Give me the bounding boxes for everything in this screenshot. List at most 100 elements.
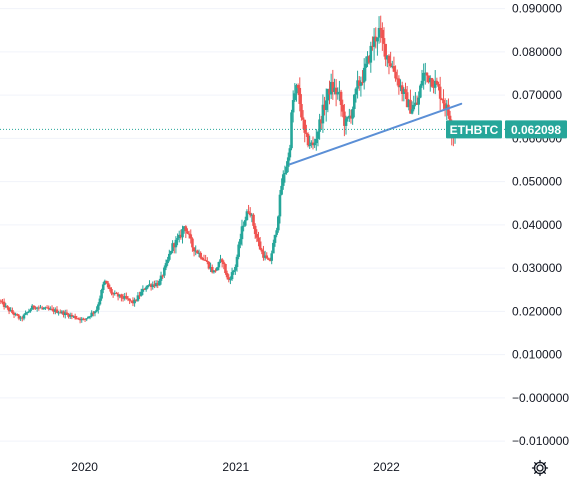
- candle-body: [267, 258, 270, 260]
- candle-body: [300, 104, 303, 118]
- symbol-label-bg: [446, 120, 502, 139]
- candle-body: [161, 275, 164, 277]
- candle-body: [163, 267, 166, 276]
- candle-body: [123, 296, 127, 299]
- candle-body: [111, 293, 115, 295]
- candle-body: [181, 229, 184, 238]
- candle-body: [306, 133, 310, 146]
- y-tick-label: 0.020000: [512, 304, 562, 318]
- candle-body: [1, 301, 4, 303]
- candle-body: [305, 132, 308, 134]
- candle-body: [273, 234, 277, 243]
- candle-body: [63, 312, 67, 316]
- candle-body: [397, 78, 401, 88]
- candle-body: [27, 311, 31, 313]
- y-tick-label: −0.010000: [512, 434, 569, 448]
- candle-body: [280, 185, 283, 195]
- candle-body: [85, 318, 89, 320]
- trendline[interactable]: [288, 102, 463, 166]
- price-tag: ETHBTC 0.062098: [446, 120, 567, 139]
- candle-body: [130, 300, 133, 302]
- candle-body: [318, 119, 321, 132]
- candle-body: [277, 216, 280, 231]
- candle-body: [288, 148, 292, 158]
- candle-body: [44, 307, 47, 309]
- candle-body: [35, 307, 39, 309]
- candle-body: [186, 231, 189, 234]
- candle-body: [187, 233, 191, 235]
- candle-body: [303, 119, 307, 133]
- candle-body: [68, 314, 72, 317]
- candle-body: [156, 283, 160, 286]
- candle-body: [214, 270, 217, 272]
- candle-body: [4, 305, 8, 307]
- candle-body: [424, 72, 427, 74]
- candle-body: [25, 312, 29, 314]
- candle-body: [410, 109, 414, 114]
- x-axis: 2020 2021 2022: [71, 460, 400, 474]
- candle-body: [404, 89, 407, 93]
- candle-body: [283, 172, 287, 175]
- candle-body: [357, 80, 361, 86]
- candle-body: [72, 315, 75, 317]
- candle-body: [82, 318, 85, 320]
- candle-body: [224, 264, 227, 274]
- candle-body: [32, 305, 36, 308]
- candle-body: [196, 250, 199, 254]
- candle-body: [169, 251, 173, 254]
- trendline-segment[interactable]: [288, 102, 463, 166]
- candle-body: [58, 312, 62, 314]
- candle-body: [116, 293, 120, 297]
- candle-body: [34, 307, 37, 309]
- candle-body: [113, 292, 117, 294]
- candle-body: [364, 63, 368, 68]
- candle-body: [189, 234, 193, 239]
- candle-body: [151, 284, 155, 288]
- gear-icon[interactable]: [528, 456, 552, 480]
- candle-body: [272, 242, 275, 254]
- candle-body: [143, 288, 146, 290]
- candle-body: [164, 263, 168, 268]
- candle-body: [308, 144, 311, 146]
- candle-body: [166, 259, 169, 264]
- candle-body: [255, 234, 259, 238]
- candle-body: [326, 88, 330, 101]
- candle-body: [184, 226, 188, 232]
- last-price-label-bg: [505, 120, 567, 139]
- candle-body: [405, 92, 409, 108]
- candle-body: [344, 118, 348, 126]
- candle-body: [47, 307, 51, 310]
- candle-body: [270, 253, 274, 261]
- candle-body: [232, 270, 236, 273]
- candle-body: [328, 88, 331, 95]
- candle-body: [402, 89, 406, 94]
- candle-body: [177, 234, 181, 239]
- candle-body: [2, 301, 6, 307]
- candle-body: [379, 27, 383, 30]
- candle-body: [60, 311, 64, 313]
- candle-body: [42, 308, 46, 310]
- candle-body: [219, 259, 222, 263]
- candle-body: [420, 80, 424, 86]
- candle-body: [146, 285, 150, 288]
- candle-body: [96, 304, 100, 310]
- candle-body: [11, 310, 14, 313]
- candle-body: [115, 292, 118, 294]
- candle-body: [202, 259, 206, 261]
- candle-body: [215, 267, 219, 271]
- y-tick-label: 0.050000: [512, 175, 562, 189]
- candle-body: [141, 288, 145, 292]
- candle-body: [245, 211, 249, 221]
- y-tick-label: 0.010000: [512, 348, 562, 362]
- candle-body: [108, 287, 112, 290]
- candle-body: [250, 214, 254, 216]
- candle-body: [24, 312, 27, 315]
- candle-body: [65, 312, 69, 314]
- candle-body: [265, 255, 269, 259]
- candle-body: [286, 157, 290, 167]
- candle-body: [29, 309, 32, 312]
- candle-body: [159, 275, 163, 281]
- candle-body: [371, 45, 374, 47]
- candle-body: [239, 239, 242, 245]
